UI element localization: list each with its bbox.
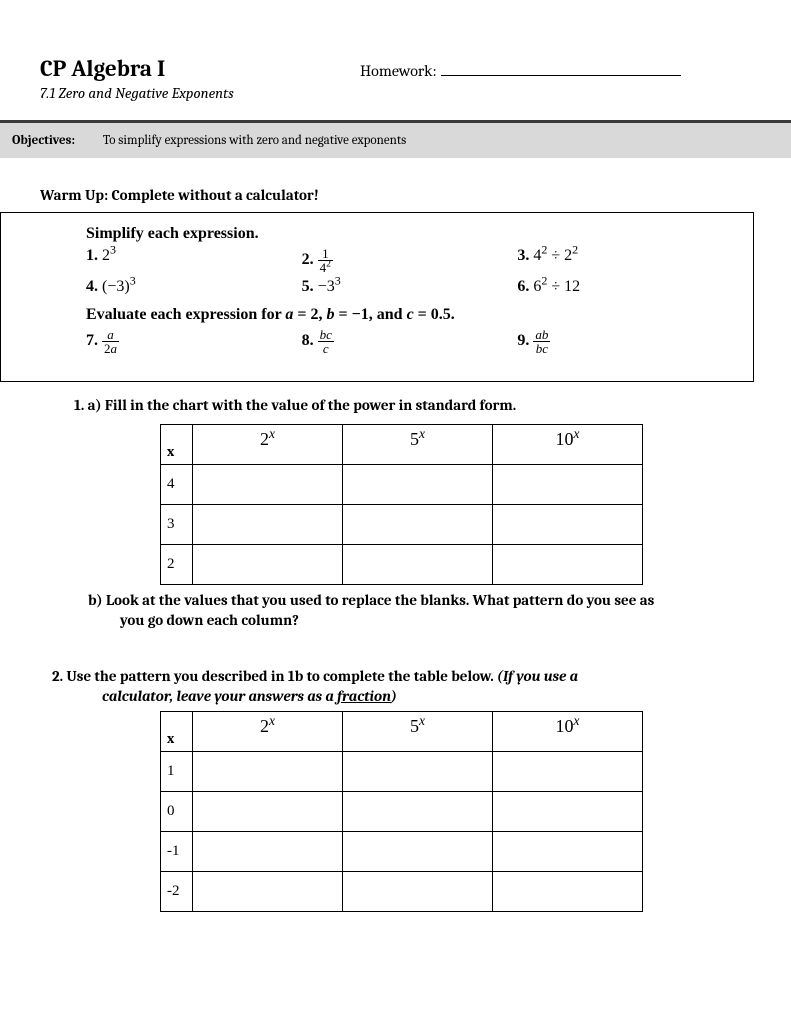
table-cell[interactable]	[343, 545, 493, 585]
table-cell[interactable]	[193, 545, 343, 585]
homework-label: Homework:	[360, 62, 681, 80]
table-cell[interactable]	[343, 752, 493, 792]
table-cell[interactable]	[493, 792, 643, 832]
table-cell[interactable]	[493, 872, 643, 912]
problem-6: 6. 62 ÷ 12	[517, 278, 733, 296]
table-cell[interactable]	[493, 752, 643, 792]
problem-5: 5. −33	[302, 278, 518, 296]
question-1a: 1. a) Fill in the chart with the value o…	[74, 396, 751, 414]
question-2-line1: 2. Use the pattern you described in 1b t…	[52, 667, 751, 685]
table-cell[interactable]	[343, 832, 493, 872]
problem-3: 3. 42 ÷ 22	[517, 247, 733, 274]
table-cell[interactable]	[193, 872, 343, 912]
table-1: x 2x 5x 10x 4 3 2	[160, 424, 643, 585]
warmup-heading: Warm Up: Complete without a calculator!	[40, 186, 751, 204]
question-1b-line2: you go down each column?	[120, 611, 751, 629]
table-cell[interactable]	[493, 832, 643, 872]
table-cell[interactable]	[193, 832, 343, 872]
table-cell[interactable]	[493, 465, 643, 505]
problem-7: 7. a2a	[86, 328, 302, 355]
warmup-box: Simplify each expression. 1. 23 2. 142 3…	[0, 212, 754, 382]
table-cell[interactable]	[343, 465, 493, 505]
table-cell[interactable]	[193, 752, 343, 792]
table-cell[interactable]	[193, 792, 343, 832]
table-cell[interactable]	[343, 872, 493, 912]
objectives-label: Objectives:	[12, 133, 100, 148]
problem-8: 8. bcc	[302, 328, 518, 355]
problem-1: 1. 23	[86, 247, 302, 274]
problem-4: 4. (−3)3	[86, 278, 302, 296]
homework-blank[interactable]	[441, 75, 681, 76]
table-cell[interactable]	[193, 465, 343, 505]
table-cell[interactable]	[193, 505, 343, 545]
table-cell[interactable]	[343, 792, 493, 832]
subtitle: 7.1 Zero and Negative Exponents	[40, 84, 751, 102]
problem-2: 2. 142	[302, 247, 518, 274]
question-1b-line1: b) Look at the values that you used to r…	[88, 591, 751, 609]
objectives-bar: Objectives: To simplify expressions with…	[0, 120, 791, 158]
question-2-line2: calculator, leave your answers as a frac…	[102, 687, 751, 705]
table-cell[interactable]	[493, 545, 643, 585]
table-cell[interactable]	[343, 505, 493, 545]
page-title: CP Algebra I	[40, 55, 360, 82]
simplify-heading: Simplify each expression.	[86, 225, 733, 243]
evaluate-heading: Evaluate each expression for a = 2, b = …	[86, 306, 733, 324]
table-2: x 2x 5x 10x 1 0 -1 -2	[160, 711, 643, 912]
problem-9: 9. abbc	[517, 328, 733, 355]
objectives-text: To simplify expressions with zero and ne…	[103, 133, 406, 148]
table-cell[interactable]	[493, 505, 643, 545]
